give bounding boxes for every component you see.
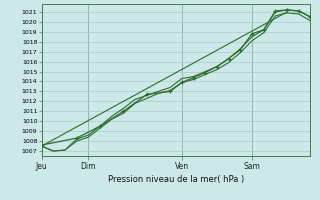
X-axis label: Pression niveau de la mer( hPa ): Pression niveau de la mer( hPa ) — [108, 175, 244, 184]
